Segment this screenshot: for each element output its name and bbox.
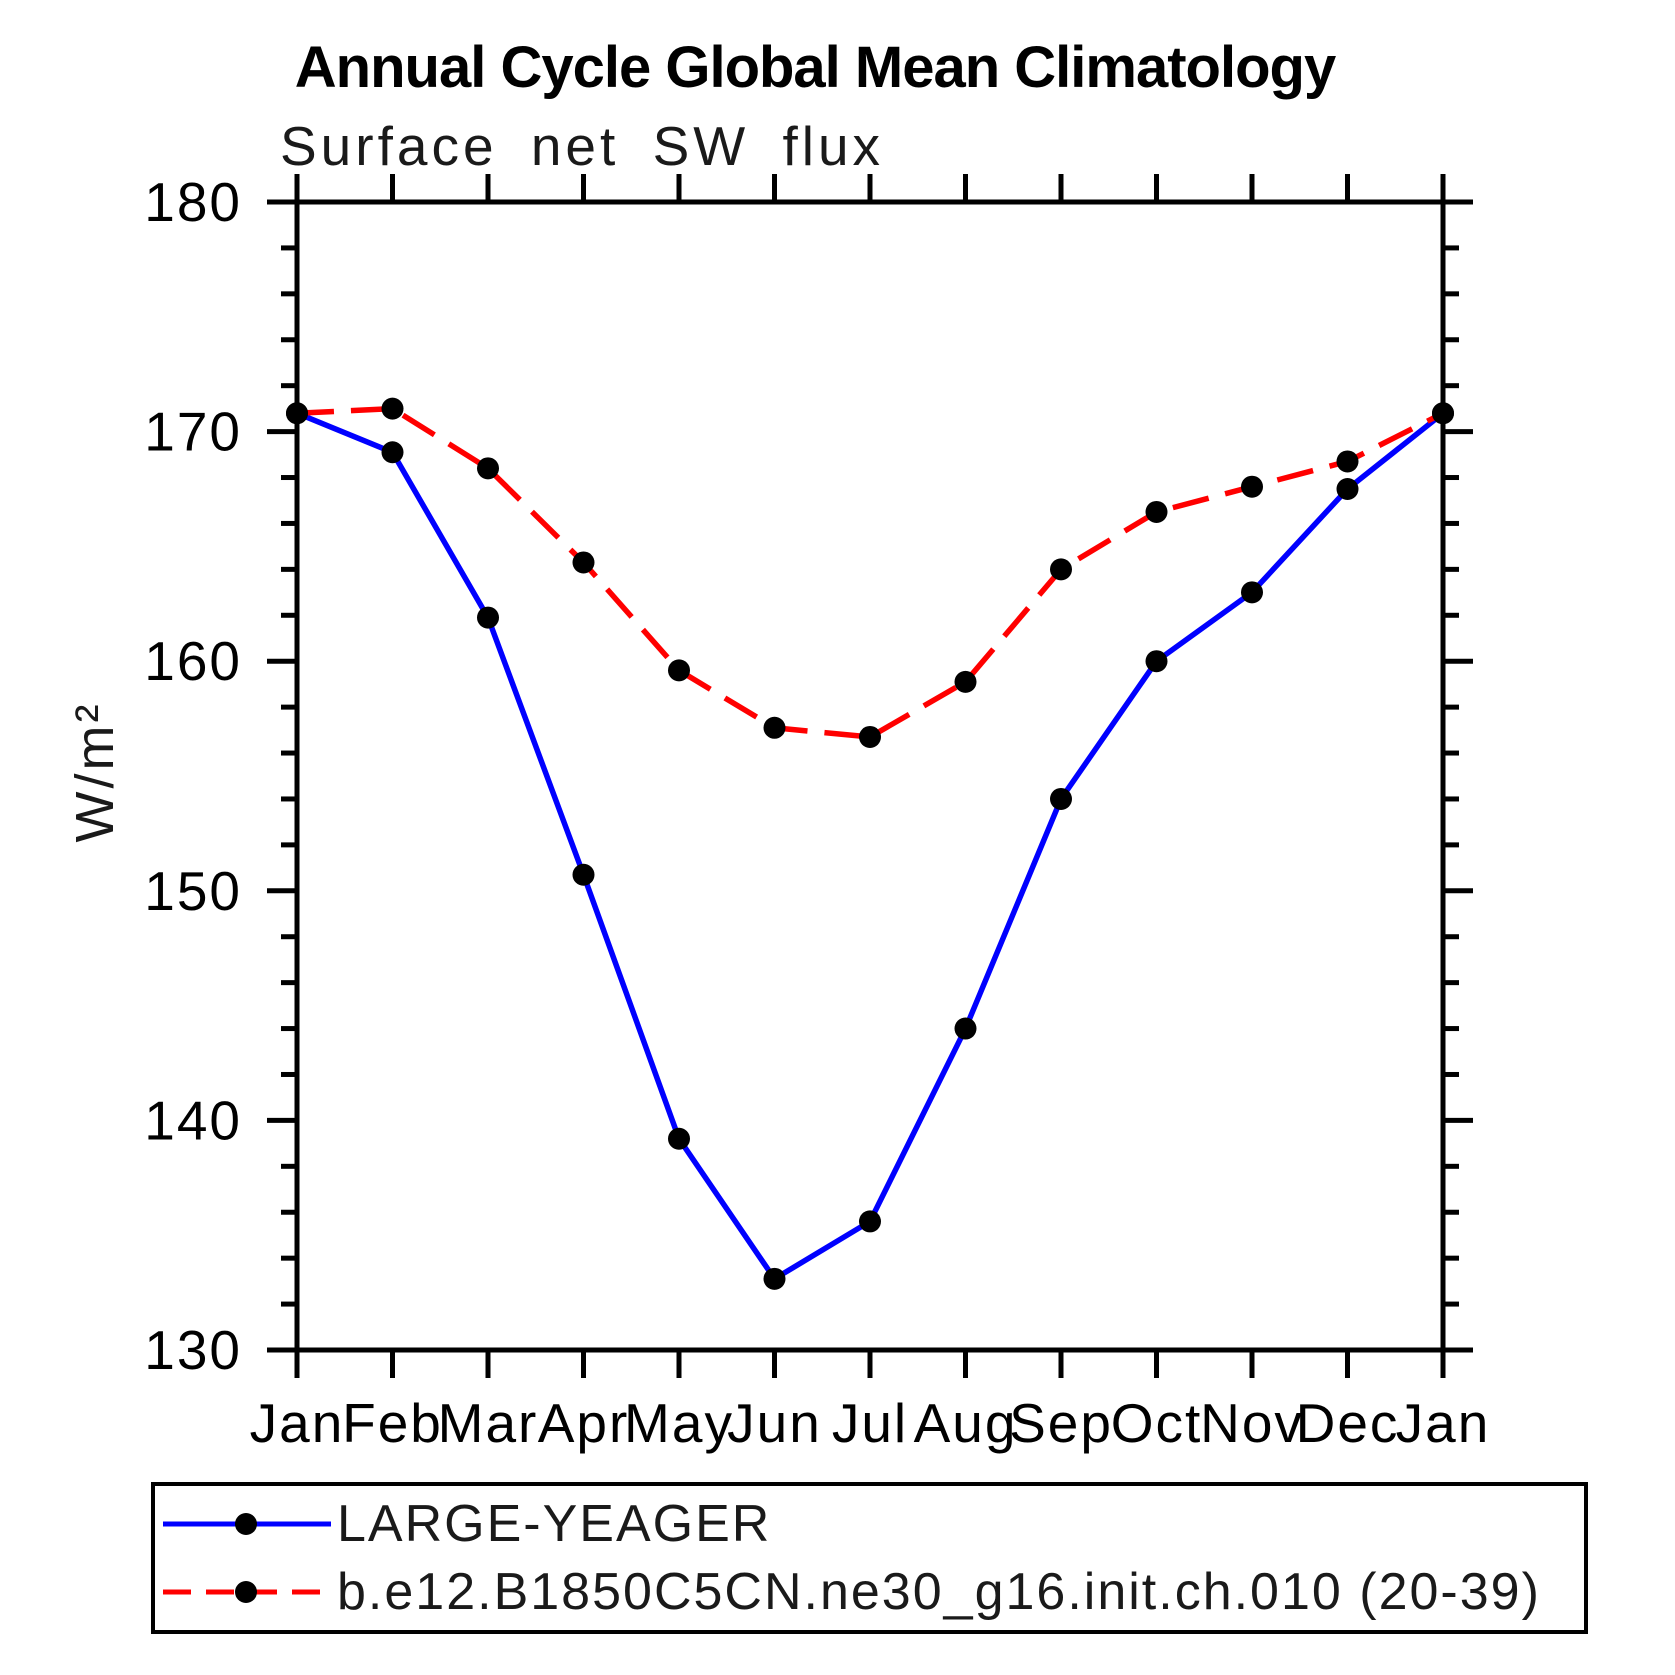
data-point-marker [668,659,690,682]
series-markers-0 [286,402,1454,1290]
data-point-marker [763,716,786,739]
y-tick-label: 180 [144,171,242,233]
chart-subtitle: Surface net SW flux [280,115,885,177]
legend-item-large-yeager: LARGE-YEAGER [157,1490,1584,1558]
data-point-marker [381,397,404,420]
legend-marker-dot [235,1513,257,1535]
data-point-marker [572,863,595,886]
series-line-0 [295,410,1445,1282]
x-tick-label: May [624,1392,734,1454]
axis-ticks [267,174,1473,1378]
legend-item-model-run: b.e12.B1850C5CN.ne30_g16.init.ch.010 (20… [157,1558,1584,1626]
data-point-marker [477,457,499,480]
legend-box: LARGE-YEAGER b.e12.B1850C5CN.ne30_g16.in… [151,1482,1588,1634]
legend-key-solid-line [163,1513,331,1535]
x-tick-label: Feb [342,1392,443,1454]
data-point-marker [1050,558,1072,581]
data-point-marker [954,1017,977,1040]
legend-key-dashed-line [163,1581,331,1603]
x-tick-label: Oct [1111,1392,1203,1454]
data-point-marker [1145,650,1168,673]
data-point-marker [1241,475,1263,498]
series-markers-1 [286,397,1454,748]
data-point-marker [1336,478,1359,500]
data-point-marker [1432,402,1454,425]
plot-frame [294,199,1446,1353]
data-point-marker [572,551,595,574]
data-point-marker [763,1267,786,1290]
legend-label: b.e12.B1850C5CN.ne30_g16.init.ch.010 (20… [337,1563,1541,1621]
y-tick-label: 130 [144,1319,242,1381]
data-point-marker [1241,581,1263,604]
data-point-marker [859,1210,881,1233]
x-tick-label: Jan [1396,1392,1491,1454]
data-point-marker [381,441,404,464]
x-tick-label: Sep [1009,1392,1113,1454]
data-point-marker [1145,500,1168,523]
y-tick-label: 150 [144,860,242,922]
data-point-marker [477,606,499,629]
legend-marker-dot [235,1581,257,1603]
y-tick-label: 170 [144,401,242,463]
x-tick-label: Jan [250,1392,345,1454]
data-point-marker [1336,450,1359,473]
y-tick-label: 140 [144,1089,242,1151]
x-tick-label: Nov [1200,1392,1304,1454]
data-point-marker [954,670,977,693]
x-tick-label: Mar [438,1392,539,1454]
x-tick-label: Dec [1296,1392,1400,1454]
x-tick-label: Aug [914,1392,1018,1454]
chart-title: Annual Cycle Global Mean Climatology [294,35,1336,100]
data-point-marker [1050,787,1072,810]
y-tick-label: 160 [144,630,242,692]
x-tick-label: Apr [538,1392,630,1454]
x-tick-label: Jun [727,1392,822,1454]
legend-label: LARGE-YEAGER [337,1495,772,1553]
x-tick-label: Jul [832,1392,908,1454]
data-point-marker [859,725,881,748]
data-point-marker [286,402,308,425]
data-point-marker [668,1127,690,1150]
